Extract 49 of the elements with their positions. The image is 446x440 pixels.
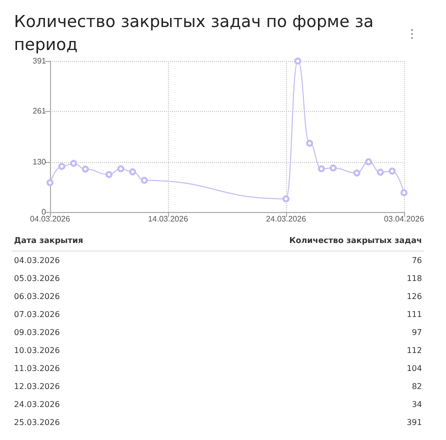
text: 10.03.2026 <box>13 344 61 356</box>
text: 126 <box>406 292 422 300</box>
text: 112 <box>406 346 422 354</box>
point <box>70 160 78 167</box>
x-tick-label: 03.04.2026 <box>384 214 425 224</box>
text: 391 <box>406 418 422 426</box>
y-tick-label: 261 <box>32 106 47 116</box>
text: 104 <box>406 364 422 372</box>
x-tick-label: 04.03.2026 <box>30 214 71 224</box>
x-tick-label: 24.03.2026 <box>266 214 307 224</box>
point <box>306 140 314 147</box>
chart-title: Количество закрытых задач по форме за период <box>14 11 375 56</box>
text: 05.03.2026 <box>13 272 61 284</box>
text: 76 <box>412 256 422 265</box>
text: 25.03.2026 <box>13 416 61 428</box>
text: Количество закрытых задач <box>156 232 424 251</box>
text: 118 <box>406 274 422 282</box>
text: 34 <box>412 400 422 408</box>
point <box>400 189 408 196</box>
text: 04.03.2026 <box>13 255 61 267</box>
text: 12.03.2026 <box>13 380 61 392</box>
text: 97 <box>412 328 422 336</box>
x-tick-label: 14.03.2026 <box>148 214 189 224</box>
point <box>282 195 290 202</box>
text: 11.03.2026 <box>13 362 61 374</box>
point <box>117 165 124 172</box>
y-tick-label: 130 <box>32 157 47 166</box>
point <box>106 171 112 178</box>
point <box>388 168 396 175</box>
point <box>129 168 136 176</box>
text: 07.03.2026 <box>13 308 61 320</box>
point <box>140 176 148 184</box>
point <box>318 165 325 172</box>
point <box>46 179 54 186</box>
point <box>353 169 360 176</box>
text: 82 <box>412 382 422 390</box>
point <box>58 162 66 170</box>
point <box>330 164 337 172</box>
text: 06.03.2026 <box>13 290 61 302</box>
text: 24.03.2026 <box>13 398 61 410</box>
text: 111 <box>406 310 422 318</box>
point <box>82 166 89 173</box>
y-tick-label: 391 <box>32 56 47 66</box>
point <box>365 158 372 166</box>
text: 09.03.2026 <box>13 326 61 338</box>
point <box>294 58 302 64</box>
y-tick-label: 0 <box>42 208 47 216</box>
point <box>376 168 384 176</box>
text: Дата закрытия <box>12 232 156 251</box>
